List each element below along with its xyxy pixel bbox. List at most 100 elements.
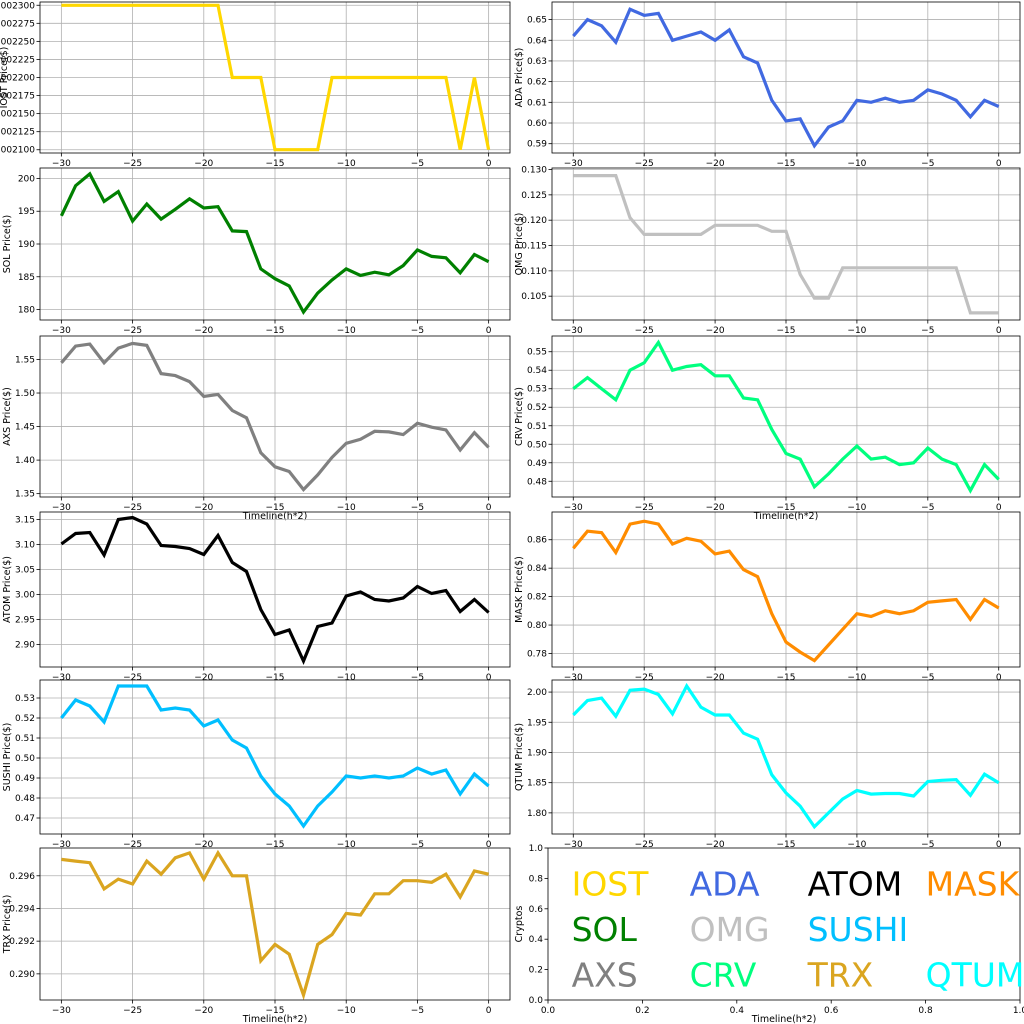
x-tick-label: −10 [847,326,866,336]
x-tick-label: 0.2 [635,1006,649,1016]
y-tick-label: 0.53 [15,694,35,704]
crypto-label-ada: ADA [690,865,760,904]
y-tick-label: 0.290 [9,970,35,980]
x-tick-label: −10 [337,840,356,850]
y-tick-label: 0.120 [521,216,547,226]
x-axis-label: Timeline(h*2) [242,1014,308,1024]
x-tick-label: 0 [996,840,1002,850]
y-tick-label: 0.110 [521,267,547,277]
x-tick-label: −15 [266,326,285,336]
y-tick-label: 0.002200 [0,74,35,84]
y-tick-label: 0.47 [15,814,35,824]
x-tick-label: −15 [777,159,796,169]
x-tick-label: −25 [635,159,654,169]
y-tick-label: 0.60 [527,119,547,129]
x-tick-label: −5 [921,503,934,513]
x-tick-label: −30 [52,326,71,336]
x-tick-label: −10 [337,1006,356,1016]
y-tick-label: 3.00 [15,591,35,601]
y-tick-label: 1.55 [15,355,35,365]
x-tick-label: −30 [564,840,583,850]
crypto-label-trx: TRX [807,956,874,995]
y-tick-label: 1.80 [527,809,547,819]
chart-panel-omg: −30 −25 −20 −15 −10 −5 0 0.105 0.110 0.115 0.120 0.… [514,166,1021,336]
y-tick-label: 0.51 [527,422,547,432]
x-axis-label: Timeline(h*2) [753,511,819,522]
x-tick-label: −10 [847,159,866,169]
x-tick-label: −5 [411,503,424,513]
y-tick-label: 0.82 [527,593,547,603]
x-tick-label: −25 [123,673,142,683]
y-tick-label: 0.50 [527,440,547,450]
x-tick-label: 0.4 [730,1006,745,1016]
series-line-qtum [572,682,1000,830]
x-tick-label: −10 [337,673,356,683]
y-tick-label: 0.49 [527,459,547,469]
y-tick-label: 0.62 [527,78,547,88]
x-tick-label: 1.0 [1013,1006,1024,1016]
x-tick-label: 0 [486,1006,492,1016]
y-tick-label: 185 [18,273,35,283]
series-line-omg [573,174,999,315]
series-line-ada [572,7,1000,149]
series-line-axs [60,341,490,493]
y-tick-label: 1.95 [527,718,547,728]
y-tick-label: 0.6 [529,905,544,915]
y-tick-label: 0.52 [527,403,547,413]
x-axis-label: Timeline(h*2) [242,511,308,522]
x-tick-label: −15 [266,503,285,513]
x-tick-label: 0 [996,326,1002,336]
y-tick-label: 3.10 [15,541,35,551]
crypto-label-iost: IOST [572,865,650,904]
x-tick-label: −25 [123,326,142,336]
y-axis-label: OMG Price($) [514,213,525,276]
x-tick-label: −15 [777,840,796,850]
y-tick-label: 0.292 [9,937,35,947]
y-tick-label: 0.61 [527,98,547,108]
x-tick-label: −25 [123,159,142,169]
y-tick-label: 0.64 [527,36,547,46]
y-tick-label: 3.15 [15,516,35,526]
y-axis-label: ATOM Price($) [2,556,13,623]
y-axis-label: TRX Price($) [2,895,13,955]
crypto-label-sushi: SUSHI [808,910,909,949]
x-tick-label: −30 [52,673,71,683]
y-tick-label: 1.90 [527,748,547,758]
y-tick-label: 200 [18,174,35,184]
y-tick-label: 0.84 [527,564,547,574]
y-tick-label: 0.65 [527,16,547,26]
y-axis-label: AXS Price($) [2,387,13,446]
x-tick-label: −20 [706,503,725,513]
y-tick-label: 0.002100 [0,146,35,156]
x-tick-label: −25 [635,673,654,683]
series-line-mask [572,519,1000,663]
y-tick-label: 0.002250 [0,37,35,47]
y-tick-label: 0.002175 [0,92,35,102]
y-axis-label: SOL Price($) [2,215,13,273]
y-axis-label: IOST Price($) [0,47,10,109]
x-tick-label: −20 [194,673,213,683]
chart-panel-mask: −30 −25 −20 −15 −10 −5 0 0.78 0.80 0.82 0.84 0.86MA… [514,511,1021,683]
x-tick-label: −15 [266,1006,285,1016]
y-tick-label: 0.86 [527,536,547,546]
x-tick-label: −25 [123,503,142,513]
x-tick-label: −10 [847,503,866,513]
y-tick-label: 0.130 [521,166,547,176]
y-tick-label: 3.05 [15,566,35,576]
x-tick-label: 0.0 [541,1006,556,1016]
x-tick-label: −5 [921,159,934,169]
x-tick-label: −20 [706,159,725,169]
y-tick-label: 0.8 [529,874,544,884]
x-tick-label: −5 [411,159,424,169]
x-tick-label: −10 [337,159,356,169]
y-tick-label: 0.125 [521,191,547,201]
x-tick-label: 0 [486,326,492,336]
y-tick-label: 0.63 [527,57,547,67]
x-tick-label: −30 [564,159,583,169]
x-tick-label: 0 [486,503,492,513]
x-tick-label: −5 [921,673,934,683]
x-tick-label: −15 [266,673,285,683]
x-tick-label: −25 [635,503,654,513]
y-tick-label: 2.90 [15,641,35,651]
y-tick-label: 0.2 [529,966,543,976]
